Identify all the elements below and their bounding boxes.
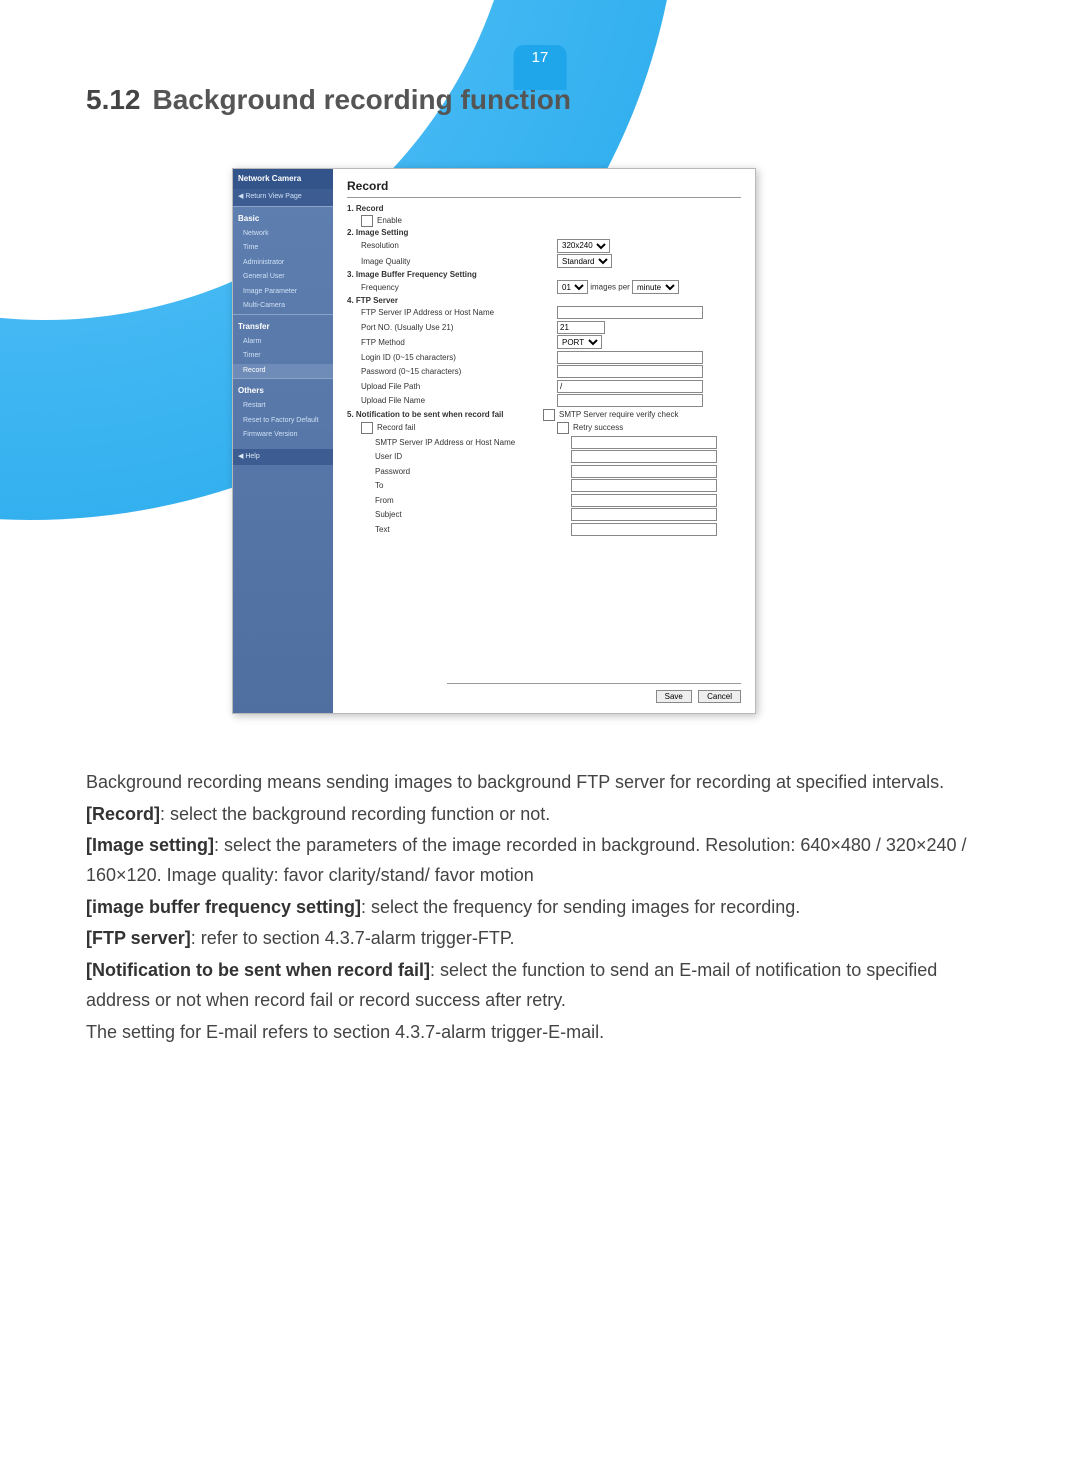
sec4-title: 4. FTP Server: [347, 296, 543, 305]
sec5-title: Notification to be sent when record fail: [356, 410, 504, 419]
smtp-to-label: To: [347, 481, 571, 490]
ftp-fname-input[interactable]: [557, 394, 703, 407]
panel-title: Record: [347, 179, 741, 198]
smtp-text-input[interactable]: [571, 523, 717, 536]
smtp-subject-input[interactable]: [571, 508, 717, 521]
sidebar-item-time[interactable]: Time: [233, 241, 333, 256]
sidebar-item-administrator[interactable]: Administrator: [233, 256, 333, 271]
sec1-title: 1. Record: [347, 204, 543, 213]
ftp-path-label: Upload File Path: [347, 382, 557, 391]
smtp-verify-label: SMTP Server require verify check: [559, 410, 678, 419]
sidebar-group-others: Others: [233, 378, 333, 399]
screenshot-main: Record 1. Record Enable 2. Image Setting…: [333, 169, 755, 713]
ftp-login-input[interactable]: [557, 351, 703, 364]
screenshot-sidebar: Network Camera ◀ Return View Page Basic …: [233, 169, 333, 713]
lbl-record: [Record]: [86, 804, 160, 824]
page-number-badge: 17: [514, 45, 567, 90]
body-text: Background recording means sending image…: [86, 768, 994, 1049]
section-title: Background recording function: [153, 84, 571, 115]
sidebar-help-link[interactable]: ◀ Help: [233, 449, 333, 466]
smtp-host-label: SMTP Server IP Address or Host Name: [347, 438, 571, 447]
sidebar-item-record[interactable]: Record: [233, 364, 333, 379]
sidebar-item-reset-factory[interactable]: Reset to Factory Default: [233, 414, 333, 429]
smtp-verify-checkbox[interactable]: [543, 409, 555, 421]
sidebar-group-transfer: Transfer: [233, 314, 333, 335]
ftp-host-input[interactable]: [557, 306, 703, 319]
enable-label: Enable: [377, 216, 402, 225]
p-intro: Background recording means sending image…: [86, 772, 944, 792]
lbl-notify: [Notification to be sent when record fai…: [86, 960, 430, 980]
sidebar-item-network[interactable]: Network: [233, 227, 333, 242]
section-number: 5.12: [86, 84, 141, 115]
ftp-pass-label: Password (0~15 characters): [347, 367, 557, 376]
sidebar-item-timer[interactable]: Timer: [233, 349, 333, 364]
page-number: 17: [532, 49, 549, 66]
retry-success-label: Retry success: [573, 423, 623, 432]
smtp-pass-label: Password: [347, 467, 571, 476]
lbl-ftp: [FTP server]: [86, 928, 191, 948]
quality-label: Image Quality: [347, 257, 557, 266]
retry-success-checkbox[interactable]: [557, 422, 569, 434]
ftp-fname-label: Upload File Name: [347, 396, 557, 405]
sidebar-item-alarm[interactable]: Alarm: [233, 335, 333, 350]
ftp-port-label: Port NO. (Usually Use 21): [347, 323, 557, 332]
resolution-label: Resolution: [347, 241, 557, 250]
lbl-image-setting: [Image setting]: [86, 835, 214, 855]
smtp-host-input[interactable]: [571, 436, 717, 449]
frequency-label: Frequency: [347, 283, 557, 292]
smtp-user-input[interactable]: [571, 450, 717, 463]
ftp-port-input[interactable]: [557, 321, 605, 334]
sidebar-item-multi-camera[interactable]: Multi-Camera: [233, 299, 333, 314]
resolution-select[interactable]: 320x240: [557, 239, 610, 253]
smtp-user-label: User ID: [347, 452, 571, 461]
sidebar-item-general-user[interactable]: General User: [233, 270, 333, 285]
smtp-from-label: From: [347, 496, 571, 505]
enable-checkbox[interactable]: [361, 215, 373, 227]
ftp-method-label: FTP Method: [347, 338, 557, 347]
record-fail-label: Record fail: [377, 423, 415, 432]
smtp-text-label: Text: [347, 525, 571, 534]
p-tail: The setting for E-mail refers to section…: [86, 1022, 604, 1042]
sidebar-return-link[interactable]: ◀ Return View Page: [233, 189, 333, 206]
screenshot-panel: Network Camera ◀ Return View Page Basic …: [232, 168, 756, 714]
ftp-method-select[interactable]: PORT: [557, 335, 602, 349]
freq-unit-select[interactable]: minute: [632, 280, 679, 294]
smtp-subject-label: Subject: [347, 510, 571, 519]
ftp-host-label: FTP Server IP Address or Host Name: [347, 308, 557, 317]
lbl-buffer: [image buffer frequency setting]: [86, 897, 361, 917]
sidebar-group-basic: Basic: [233, 206, 333, 227]
smtp-from-input[interactable]: [571, 494, 717, 507]
freq-mid-text: images per: [590, 283, 630, 292]
sidebar-item-image-parameter[interactable]: Image Parameter: [233, 285, 333, 300]
ftp-pass-input[interactable]: [557, 365, 703, 378]
quality-select[interactable]: Standard: [557, 254, 612, 268]
save-button[interactable]: Save: [656, 690, 692, 703]
sec2-title: 2. Image Setting: [347, 228, 543, 237]
sidebar-item-firmware[interactable]: Firmware Version: [233, 428, 333, 443]
ftp-path-input[interactable]: [557, 380, 703, 393]
ftp-login-label: Login ID (0~15 characters): [347, 353, 557, 362]
freq-count-select[interactable]: 01: [557, 280, 588, 294]
sec3-title: 3. Image Buffer Frequency Setting: [347, 270, 543, 279]
sidebar-item-restart[interactable]: Restart: [233, 399, 333, 414]
smtp-pass-input[interactable]: [571, 465, 717, 478]
sidebar-product-title: Network Camera: [233, 169, 333, 189]
record-fail-checkbox[interactable]: [361, 422, 373, 434]
cancel-button[interactable]: Cancel: [698, 690, 741, 703]
smtp-to-input[interactable]: [571, 479, 717, 492]
